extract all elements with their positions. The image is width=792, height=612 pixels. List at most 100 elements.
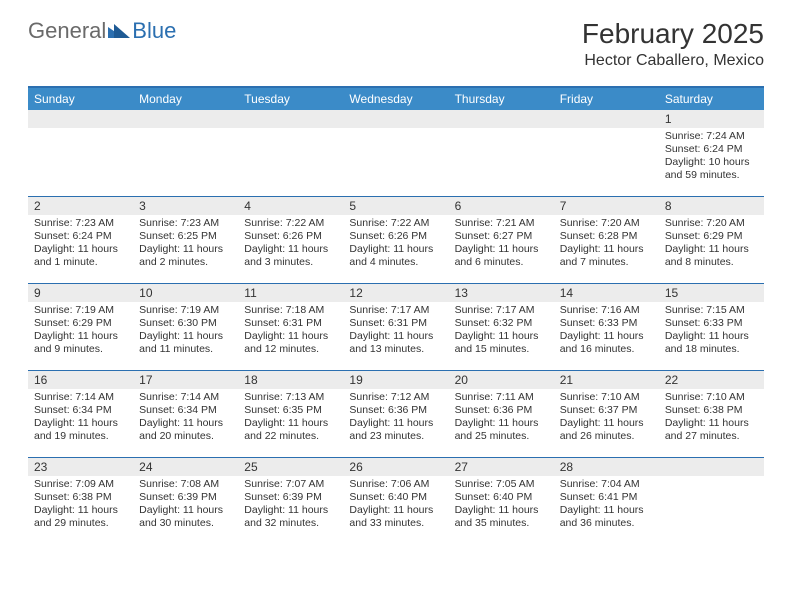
day-detail-line: Sunrise: 7:04 AM xyxy=(560,478,653,491)
location-subtitle: Hector Caballero, Mexico xyxy=(582,52,764,70)
day-header: Tuesday xyxy=(238,88,343,110)
day-detail-line: Sunset: 6:29 PM xyxy=(665,230,758,243)
day-cell xyxy=(554,128,659,196)
day-number: 1 xyxy=(659,110,764,128)
month-title: February 2025 xyxy=(582,18,764,50)
day-detail-line: and 26 minutes. xyxy=(560,430,653,443)
day-detail-line: Sunrise: 7:23 AM xyxy=(139,217,232,230)
day-number: 5 xyxy=(343,197,448,215)
day-cell: Sunrise: 7:15 AMSunset: 6:33 PMDaylight:… xyxy=(659,302,764,370)
day-detail-line: and 27 minutes. xyxy=(665,430,758,443)
day-header: Thursday xyxy=(449,88,554,110)
day-cell: Sunrise: 7:19 AMSunset: 6:30 PMDaylight:… xyxy=(133,302,238,370)
day-detail-line: Daylight: 11 hours xyxy=(139,330,232,343)
day-number: 3 xyxy=(133,197,238,215)
day-number xyxy=(238,110,343,128)
logo-text-general: General xyxy=(28,18,106,44)
day-cell: Sunrise: 7:12 AMSunset: 6:36 PMDaylight:… xyxy=(343,389,448,457)
day-number: 13 xyxy=(449,284,554,302)
day-detail-line: Sunset: 6:28 PM xyxy=(560,230,653,243)
day-detail-line: and 22 minutes. xyxy=(244,430,337,443)
week-number-row: 2345678 xyxy=(28,196,764,215)
day-detail-line: Sunrise: 7:23 AM xyxy=(34,217,127,230)
day-detail-line: Daylight: 11 hours xyxy=(244,330,337,343)
day-number: 4 xyxy=(238,197,343,215)
day-detail-line: Daylight: 11 hours xyxy=(139,243,232,256)
day-detail-line: Sunset: 6:35 PM xyxy=(244,404,337,417)
day-detail-line: Daylight: 11 hours xyxy=(665,417,758,430)
day-number: 10 xyxy=(133,284,238,302)
day-detail-line: Daylight: 10 hours xyxy=(665,156,758,169)
day-detail-line: Sunrise: 7:22 AM xyxy=(244,217,337,230)
day-detail-line: and 59 minutes. xyxy=(665,169,758,182)
day-cell: Sunrise: 7:23 AMSunset: 6:24 PMDaylight:… xyxy=(28,215,133,283)
day-detail-line: Sunset: 6:24 PM xyxy=(34,230,127,243)
day-cell: Sunrise: 7:17 AMSunset: 6:31 PMDaylight:… xyxy=(343,302,448,370)
day-detail-line: Sunrise: 7:13 AM xyxy=(244,391,337,404)
day-number: 16 xyxy=(28,371,133,389)
day-detail-line: Daylight: 11 hours xyxy=(455,243,548,256)
day-cell xyxy=(659,476,764,544)
day-detail-line: and 36 minutes. xyxy=(560,517,653,530)
day-detail-line: Sunset: 6:29 PM xyxy=(34,317,127,330)
day-detail-line: Sunrise: 7:20 AM xyxy=(665,217,758,230)
day-detail-line: Daylight: 11 hours xyxy=(665,330,758,343)
day-detail-line: and 8 minutes. xyxy=(665,256,758,269)
day-cell: Sunrise: 7:08 AMSunset: 6:39 PMDaylight:… xyxy=(133,476,238,544)
day-detail-line: Sunset: 6:36 PM xyxy=(455,404,548,417)
day-detail-line: and 18 minutes. xyxy=(665,343,758,356)
day-detail-line: Daylight: 11 hours xyxy=(665,243,758,256)
day-number xyxy=(28,110,133,128)
day-detail-line: Sunrise: 7:17 AM xyxy=(455,304,548,317)
day-detail-line: Sunset: 6:34 PM xyxy=(139,404,232,417)
day-detail-line: Sunrise: 7:16 AM xyxy=(560,304,653,317)
day-cell xyxy=(238,128,343,196)
day-detail-line: Daylight: 11 hours xyxy=(455,330,548,343)
day-detail-line: Daylight: 11 hours xyxy=(349,243,442,256)
day-cell xyxy=(133,128,238,196)
day-detail-line: Sunset: 6:26 PM xyxy=(349,230,442,243)
day-detail-line: Sunset: 6:39 PM xyxy=(244,491,337,504)
day-number: 11 xyxy=(238,284,343,302)
day-detail-line: Sunset: 6:36 PM xyxy=(349,404,442,417)
week-number-row: 16171819202122 xyxy=(28,370,764,389)
day-cell: Sunrise: 7:23 AMSunset: 6:25 PMDaylight:… xyxy=(133,215,238,283)
day-number xyxy=(133,110,238,128)
week-number-row: 1 xyxy=(28,110,764,128)
day-detail-line: Sunrise: 7:24 AM xyxy=(665,130,758,143)
day-cell: Sunrise: 7:10 AMSunset: 6:38 PMDaylight:… xyxy=(659,389,764,457)
day-detail-line: Daylight: 11 hours xyxy=(560,330,653,343)
week-body-row: Sunrise: 7:23 AMSunset: 6:24 PMDaylight:… xyxy=(28,215,764,283)
day-detail-line: Sunrise: 7:14 AM xyxy=(34,391,127,404)
day-header: Friday xyxy=(554,88,659,110)
day-detail-line: Sunset: 6:31 PM xyxy=(349,317,442,330)
day-number: 17 xyxy=(133,371,238,389)
day-header: Monday xyxy=(133,88,238,110)
day-cell: Sunrise: 7:22 AMSunset: 6:26 PMDaylight:… xyxy=(238,215,343,283)
day-detail-line: Sunrise: 7:12 AM xyxy=(349,391,442,404)
day-number: 2 xyxy=(28,197,133,215)
week-body-row: Sunrise: 7:24 AMSunset: 6:24 PMDaylight:… xyxy=(28,128,764,196)
day-cell: Sunrise: 7:05 AMSunset: 6:40 PMDaylight:… xyxy=(449,476,554,544)
day-cell: Sunrise: 7:20 AMSunset: 6:29 PMDaylight:… xyxy=(659,215,764,283)
day-number: 23 xyxy=(28,458,133,476)
day-cell: Sunrise: 7:22 AMSunset: 6:26 PMDaylight:… xyxy=(343,215,448,283)
day-detail-line: Sunset: 6:25 PM xyxy=(139,230,232,243)
day-detail-line: Sunset: 6:41 PM xyxy=(560,491,653,504)
day-detail-line: Daylight: 11 hours xyxy=(34,417,127,430)
day-detail-line: Daylight: 11 hours xyxy=(560,243,653,256)
weeks-container: 1Sunrise: 7:24 AMSunset: 6:24 PMDaylight… xyxy=(28,110,764,544)
day-detail-line: and 33 minutes. xyxy=(349,517,442,530)
day-detail-line: Sunrise: 7:22 AM xyxy=(349,217,442,230)
week-body-row: Sunrise: 7:09 AMSunset: 6:38 PMDaylight:… xyxy=(28,476,764,544)
day-number: 6 xyxy=(449,197,554,215)
day-number: 28 xyxy=(554,458,659,476)
day-detail-line: and 1 minute. xyxy=(34,256,127,269)
day-detail-line: Sunset: 6:38 PM xyxy=(34,491,127,504)
day-detail-line: and 3 minutes. xyxy=(244,256,337,269)
day-cell xyxy=(449,128,554,196)
day-detail-line: Sunset: 6:40 PM xyxy=(455,491,548,504)
day-number: 8 xyxy=(659,197,764,215)
day-cell: Sunrise: 7:24 AMSunset: 6:24 PMDaylight:… xyxy=(659,128,764,196)
day-detail-line: Daylight: 11 hours xyxy=(34,330,127,343)
